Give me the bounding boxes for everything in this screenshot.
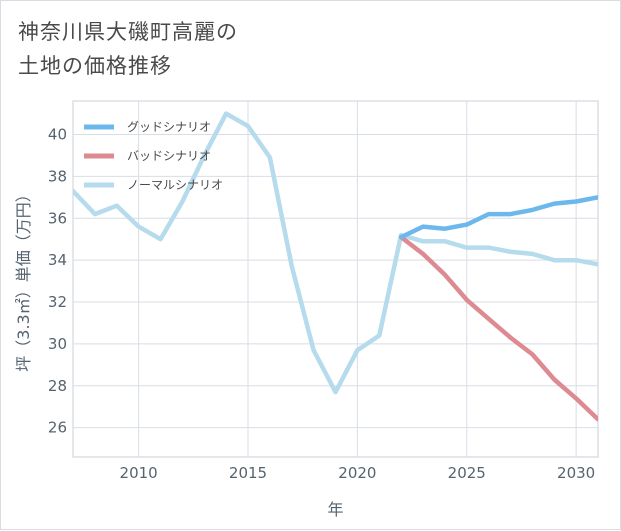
x-tick-label: 2025 bbox=[448, 464, 486, 482]
y-tick-label: 36 bbox=[48, 209, 67, 227]
chart-title-line2: 土地の価格推移 bbox=[18, 54, 172, 78]
y-tick-label: 38 bbox=[48, 167, 67, 185]
y-tick-label: 28 bbox=[48, 377, 67, 395]
x-tick-label: 2030 bbox=[557, 464, 595, 482]
series-line-1 bbox=[398, 234, 598, 422]
y-tick-label: 26 bbox=[48, 419, 67, 437]
x-tick-label: 2015 bbox=[229, 464, 267, 482]
x-tick-label: 2010 bbox=[120, 464, 158, 482]
legend-label: バッドシナリオ bbox=[127, 149, 211, 163]
chart-title: 神奈川県大磯町高麗の 土地の価格推移 bbox=[18, 15, 418, 83]
y-tick-label: 40 bbox=[48, 126, 67, 144]
plot-area bbox=[72, 100, 599, 458]
chart-title-line1: 神奈川県大磯町高麗の bbox=[18, 20, 238, 44]
x-tick-label: 2020 bbox=[338, 464, 376, 482]
y-tick-label: 34 bbox=[48, 251, 67, 269]
y-tick-label: 32 bbox=[48, 293, 67, 311]
legend-label: ノーマルシナリオ bbox=[127, 178, 223, 192]
x-axis-title: 年 bbox=[327, 500, 343, 519]
y-tick-label: 30 bbox=[48, 335, 67, 353]
series-line-2 bbox=[73, 111, 598, 395]
y-axis-title: 坪（3.3㎡）単価（万円） bbox=[14, 186, 33, 371]
legend-label: グッドシナリオ bbox=[127, 120, 211, 134]
series-line-0 bbox=[398, 195, 598, 240]
